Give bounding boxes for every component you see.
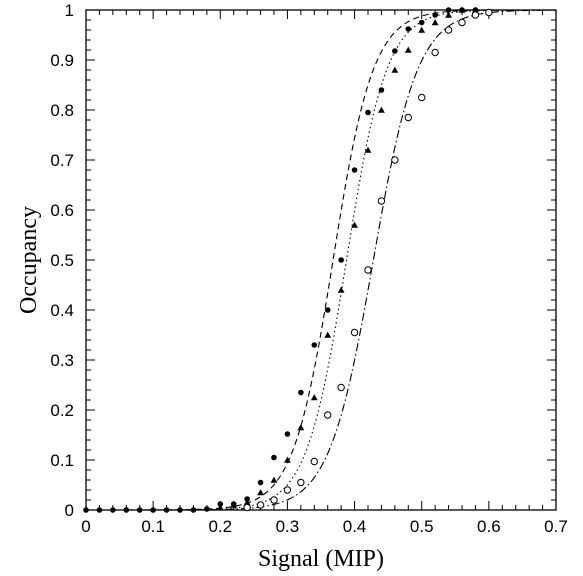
data-point-open-circle xyxy=(270,496,278,504)
data-point-filled-circle xyxy=(271,454,277,461)
data-point-open-circle xyxy=(485,8,493,17)
data-point-triangle xyxy=(364,146,372,153)
data-point-triangle xyxy=(284,456,291,463)
fit-curves xyxy=(86,9,557,511)
data-point-filled-circle xyxy=(136,507,143,513)
data-point-filled-circle xyxy=(217,501,224,507)
data-point-open-circle xyxy=(418,93,426,102)
data-point-filled-circle xyxy=(257,479,264,486)
data-point-filled-circle xyxy=(378,87,385,93)
y-tick-label: 0.1 xyxy=(50,451,74,470)
x-tick-label: 0 xyxy=(81,517,90,536)
y-axis-title: Occupancy xyxy=(16,206,42,314)
fit-curve-2 xyxy=(86,9,556,511)
data-point-filled-circle xyxy=(177,507,183,513)
fit-curve-3 xyxy=(86,9,557,511)
data-point-triangle xyxy=(351,221,358,228)
data-point-filled-circle xyxy=(418,19,425,26)
data-point-open-circle xyxy=(297,478,305,487)
data-point-triangle xyxy=(404,46,412,53)
y-tick-label: 0.3 xyxy=(50,351,74,370)
data-point-open-circle xyxy=(324,411,332,419)
data-point-filled-circle xyxy=(298,389,304,396)
x-tick-label: 0.1 xyxy=(141,517,165,536)
y-tick-label: 0.2 xyxy=(50,401,74,420)
data-point-open-circle xyxy=(243,503,251,512)
data-point-triangle xyxy=(297,424,305,431)
data-point-filled-circle xyxy=(163,507,170,513)
data-point-filled-circle xyxy=(405,26,412,32)
data-point-triangle xyxy=(216,504,224,511)
data-point-triangle xyxy=(418,26,426,33)
data-point-open-circle xyxy=(337,383,345,392)
data-point-triangle xyxy=(257,489,264,496)
data-point-filled-circle xyxy=(284,431,291,437)
data-point-triangle xyxy=(431,19,439,26)
data-point-triangle xyxy=(270,476,278,483)
y-tick-label: 0 xyxy=(65,501,74,520)
data-point-filled-circle xyxy=(244,496,250,502)
data-point-filled-circle xyxy=(324,307,331,313)
data-point-open-circle xyxy=(471,11,480,19)
data-point-filled-circle xyxy=(123,507,130,513)
data-point-filled-circle xyxy=(338,257,344,263)
x-tick-label: 0.6 xyxy=(477,517,501,536)
data-point-filled-circle xyxy=(392,48,398,54)
x-tick-label: 0.5 xyxy=(410,517,434,536)
data-point-triangle xyxy=(458,6,466,13)
data-point-triangle xyxy=(445,11,452,18)
data-point-triangle xyxy=(391,66,399,73)
fit-curve-1 xyxy=(86,9,556,511)
data-point-filled-circle xyxy=(311,342,318,348)
y-tick-label: 0.8 xyxy=(50,101,74,120)
data-point-open-circle xyxy=(364,266,372,274)
data-point-open-circle xyxy=(350,328,359,337)
data-point-open-circle xyxy=(283,486,292,494)
data-point-open-circle xyxy=(404,113,412,122)
data-point-filled-circle xyxy=(204,506,210,512)
x-axis-title: Signal (MIP) xyxy=(258,546,384,572)
x-tick-label: 0.7 xyxy=(544,517,568,536)
data-point-filled-circle xyxy=(190,507,197,513)
y-tick-label: 0.7 xyxy=(50,151,74,170)
data-point-open-circle xyxy=(458,18,466,27)
axis-ticks xyxy=(85,9,557,511)
plot-frame xyxy=(85,9,557,511)
data-point-open-circle xyxy=(431,48,439,57)
data-point-filled-circle xyxy=(351,167,358,173)
data-point-open-circle xyxy=(310,457,318,466)
y-tick-label: 0.6 xyxy=(50,201,74,220)
data-markers xyxy=(83,6,493,513)
data-point-triangle xyxy=(310,394,318,401)
data-point-filled-circle xyxy=(96,507,103,513)
tick-labels: 0 0.1 0.2 0.3 0.4 0.5 0.6 0.7 0 0.1 0.2 0.3 0.4 0.5 0.… xyxy=(50,1,567,536)
data-point-open-circle xyxy=(444,26,453,34)
data-point-filled-circle xyxy=(445,7,452,13)
data-point-open-circle xyxy=(377,197,386,205)
data-point-triangle xyxy=(337,286,345,293)
data-point-filled-circle xyxy=(150,507,156,513)
x-tick-label: 0.2 xyxy=(208,517,232,536)
data-point-filled-circle xyxy=(83,507,89,513)
y-tick-label: 0.9 xyxy=(50,51,74,70)
data-point-open-circle xyxy=(391,156,399,164)
data-point-triangle xyxy=(230,501,238,508)
data-point-triangle xyxy=(324,331,332,338)
data-point-triangle xyxy=(378,106,385,113)
x-tick-label: 0.3 xyxy=(276,517,300,536)
y-tick-label: 1 xyxy=(65,1,74,20)
data-point-triangle xyxy=(243,499,251,506)
y-tick-label: 0.4 xyxy=(50,301,74,320)
data-point-triangle xyxy=(472,6,479,13)
data-point-filled-circle xyxy=(432,12,438,18)
data-point-open-circle xyxy=(256,501,265,509)
data-point-filled-circle xyxy=(110,507,116,513)
x-tick-label: 0.4 xyxy=(343,517,367,536)
y-tick-label: 0.5 xyxy=(50,251,74,270)
data-point-filled-circle xyxy=(365,109,371,116)
